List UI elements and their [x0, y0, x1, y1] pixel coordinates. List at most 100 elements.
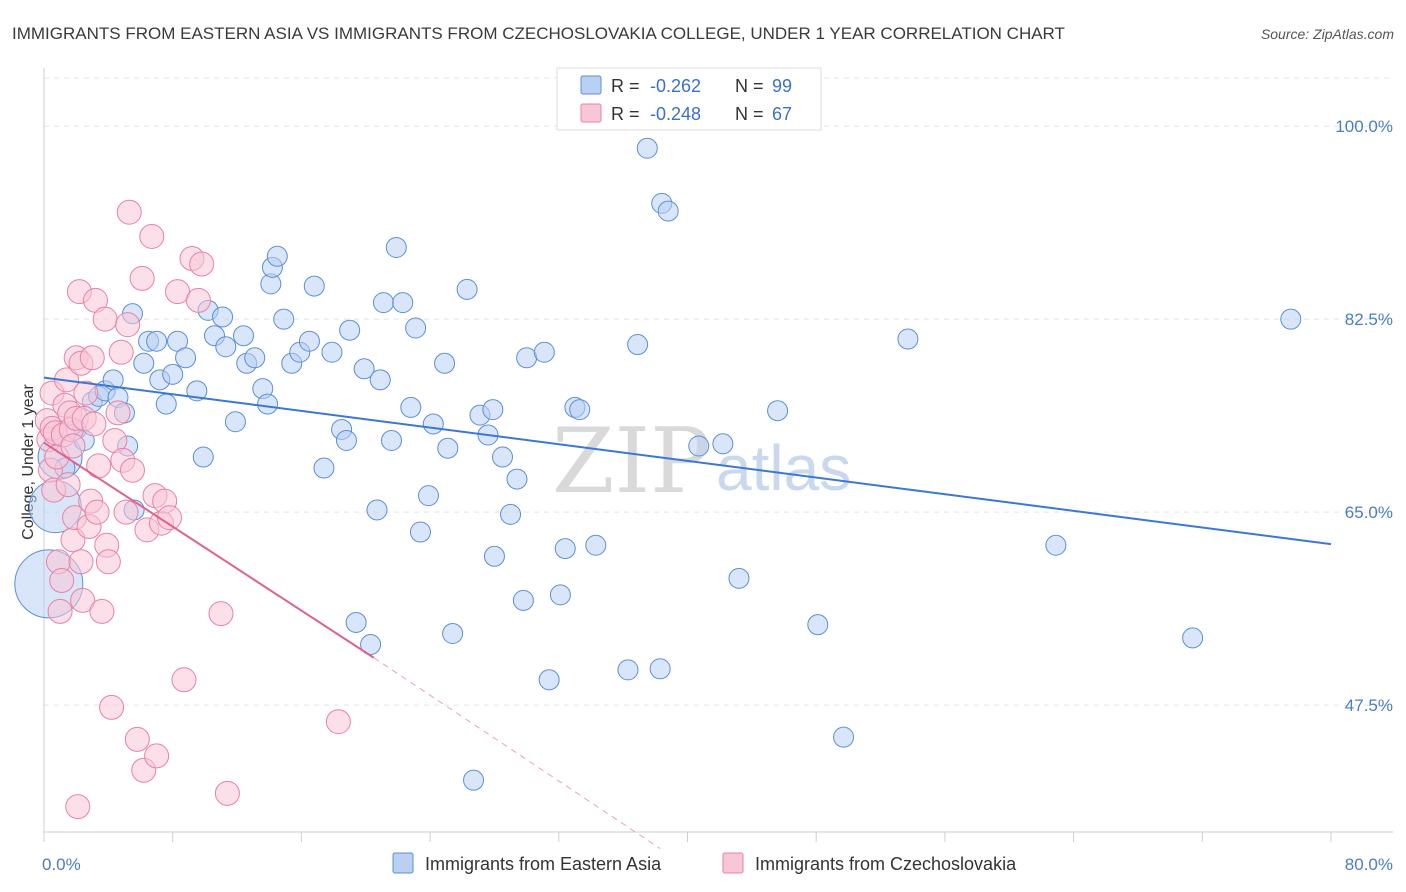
point-s0-82	[617, 659, 639, 681]
point-s0-67	[482, 399, 504, 421]
point-s1-22	[65, 794, 91, 820]
point-s0-48	[345, 611, 367, 633]
point-s0-77	[549, 584, 571, 606]
point-s1-53	[139, 223, 165, 249]
point-s0-73	[512, 589, 534, 611]
point-s0-24	[192, 446, 214, 468]
point-s0-83	[627, 334, 649, 356]
point-s0-72	[506, 468, 528, 490]
point-s0-74	[516, 347, 538, 369]
y-tick-label-1: 82.5%	[1345, 310, 1393, 329]
point-s0-80	[569, 399, 591, 421]
point-s1-25	[68, 549, 94, 575]
chart-title: IMMIGRANTS FROM EASTERN ASIA VS IMMIGRAN…	[12, 24, 1065, 43]
point-s0-62	[437, 437, 459, 459]
point-s0-81	[585, 534, 607, 556]
point-s0-52	[369, 369, 391, 391]
point-s0-60	[417, 485, 439, 507]
point-s1-64	[208, 601, 234, 627]
bottom-legend-swatch-czechoslovakia	[722, 852, 744, 874]
point-s0-58	[405, 317, 427, 339]
point-s1-62	[185, 287, 211, 313]
y-tick-label-2: 65.0%	[1345, 503, 1393, 522]
point-s0-57	[400, 396, 422, 418]
point-s0-46	[335, 429, 357, 451]
point-s0-84	[636, 137, 658, 159]
series-points	[14, 137, 1302, 820]
point-s0-95	[1182, 627, 1204, 649]
point-s0-64	[456, 278, 478, 300]
point-s0-19	[155, 393, 177, 415]
point-s0-41	[298, 330, 320, 352]
point-s1-47	[116, 199, 142, 225]
point-s0-51	[366, 499, 388, 521]
point-s1-43	[108, 339, 134, 365]
point-s1-48	[119, 457, 145, 483]
point-s0-87	[688, 435, 710, 457]
legend-n-label-2: N =	[735, 104, 764, 124]
point-s1-63	[189, 251, 215, 277]
point-s0-71	[500, 503, 522, 525]
point-s1-32	[81, 411, 107, 437]
legend-n-value-2: 67	[772, 104, 792, 124]
point-s0-89	[728, 567, 750, 589]
series-legend: Immigrants from Eastern Asia Immigrants …	[392, 852, 1017, 874]
point-s1-35	[86, 453, 112, 479]
legend-swatch-eastern-asia	[580, 75, 602, 95]
point-s0-47	[339, 319, 361, 341]
point-s0-53	[372, 292, 394, 314]
point-s1-58	[156, 505, 182, 531]
point-s1-26	[70, 587, 96, 613]
point-s0-44	[321, 341, 343, 363]
point-s0-49	[353, 358, 375, 380]
point-s1-42	[105, 400, 131, 426]
point-s1-37	[92, 306, 118, 332]
point-s0-76	[538, 669, 560, 691]
watermark-zip: ZIP	[552, 409, 711, 514]
point-s0-29	[224, 411, 246, 433]
point-s0-22	[175, 347, 197, 369]
point-s0-42	[303, 275, 325, 297]
point-s1-28	[73, 380, 99, 406]
point-s0-43	[313, 457, 335, 479]
point-s0-93	[897, 328, 919, 350]
series-0-points	[14, 137, 1302, 791]
legend-n-value-1: 99	[772, 76, 792, 96]
gridlines	[44, 77, 1393, 706]
point-s1-39	[95, 549, 121, 575]
y-tick-labels: 100.0% 82.5% 65.0% 47.5%	[1335, 117, 1393, 715]
point-s0-63	[442, 622, 464, 644]
point-s0-55	[385, 236, 407, 258]
point-s1-31	[79, 345, 105, 371]
point-s0-30	[232, 325, 254, 347]
point-s0-17	[146, 330, 168, 352]
trendline-extension-series-1	[373, 657, 661, 849]
point-s1-65	[214, 780, 240, 806]
point-s0-38	[273, 308, 295, 330]
legend-r-value-2: -0.248	[650, 104, 701, 124]
point-s0-32	[244, 347, 266, 369]
point-s0-27	[212, 306, 234, 328]
point-s1-17	[60, 433, 86, 459]
point-s0-54	[380, 429, 402, 451]
point-s1-59	[165, 279, 191, 305]
legend-r-label-1: R =	[611, 76, 640, 96]
point-s0-20	[162, 363, 184, 385]
point-s0-90	[767, 400, 789, 422]
x-tick-labels: 0.0% 80.0%	[42, 855, 1393, 874]
point-s0-15	[133, 352, 155, 374]
trendlines	[43, 376, 1332, 849]
trendline-series-0	[43, 376, 1332, 546]
point-s1-45	[113, 499, 139, 525]
point-s0-56	[392, 292, 414, 314]
y-tick-label-3: 47.5%	[1345, 696, 1393, 715]
legend-r-label-2: R =	[611, 104, 640, 124]
point-s0-97	[649, 658, 671, 680]
point-s0-94	[1045, 534, 1067, 556]
legend-r-value-1: -0.262	[650, 76, 701, 96]
point-s0-91	[807, 614, 829, 636]
legend-n-label-1: N =	[735, 76, 764, 96]
point-s1-36	[89, 598, 115, 624]
point-s1-49	[124, 726, 150, 752]
